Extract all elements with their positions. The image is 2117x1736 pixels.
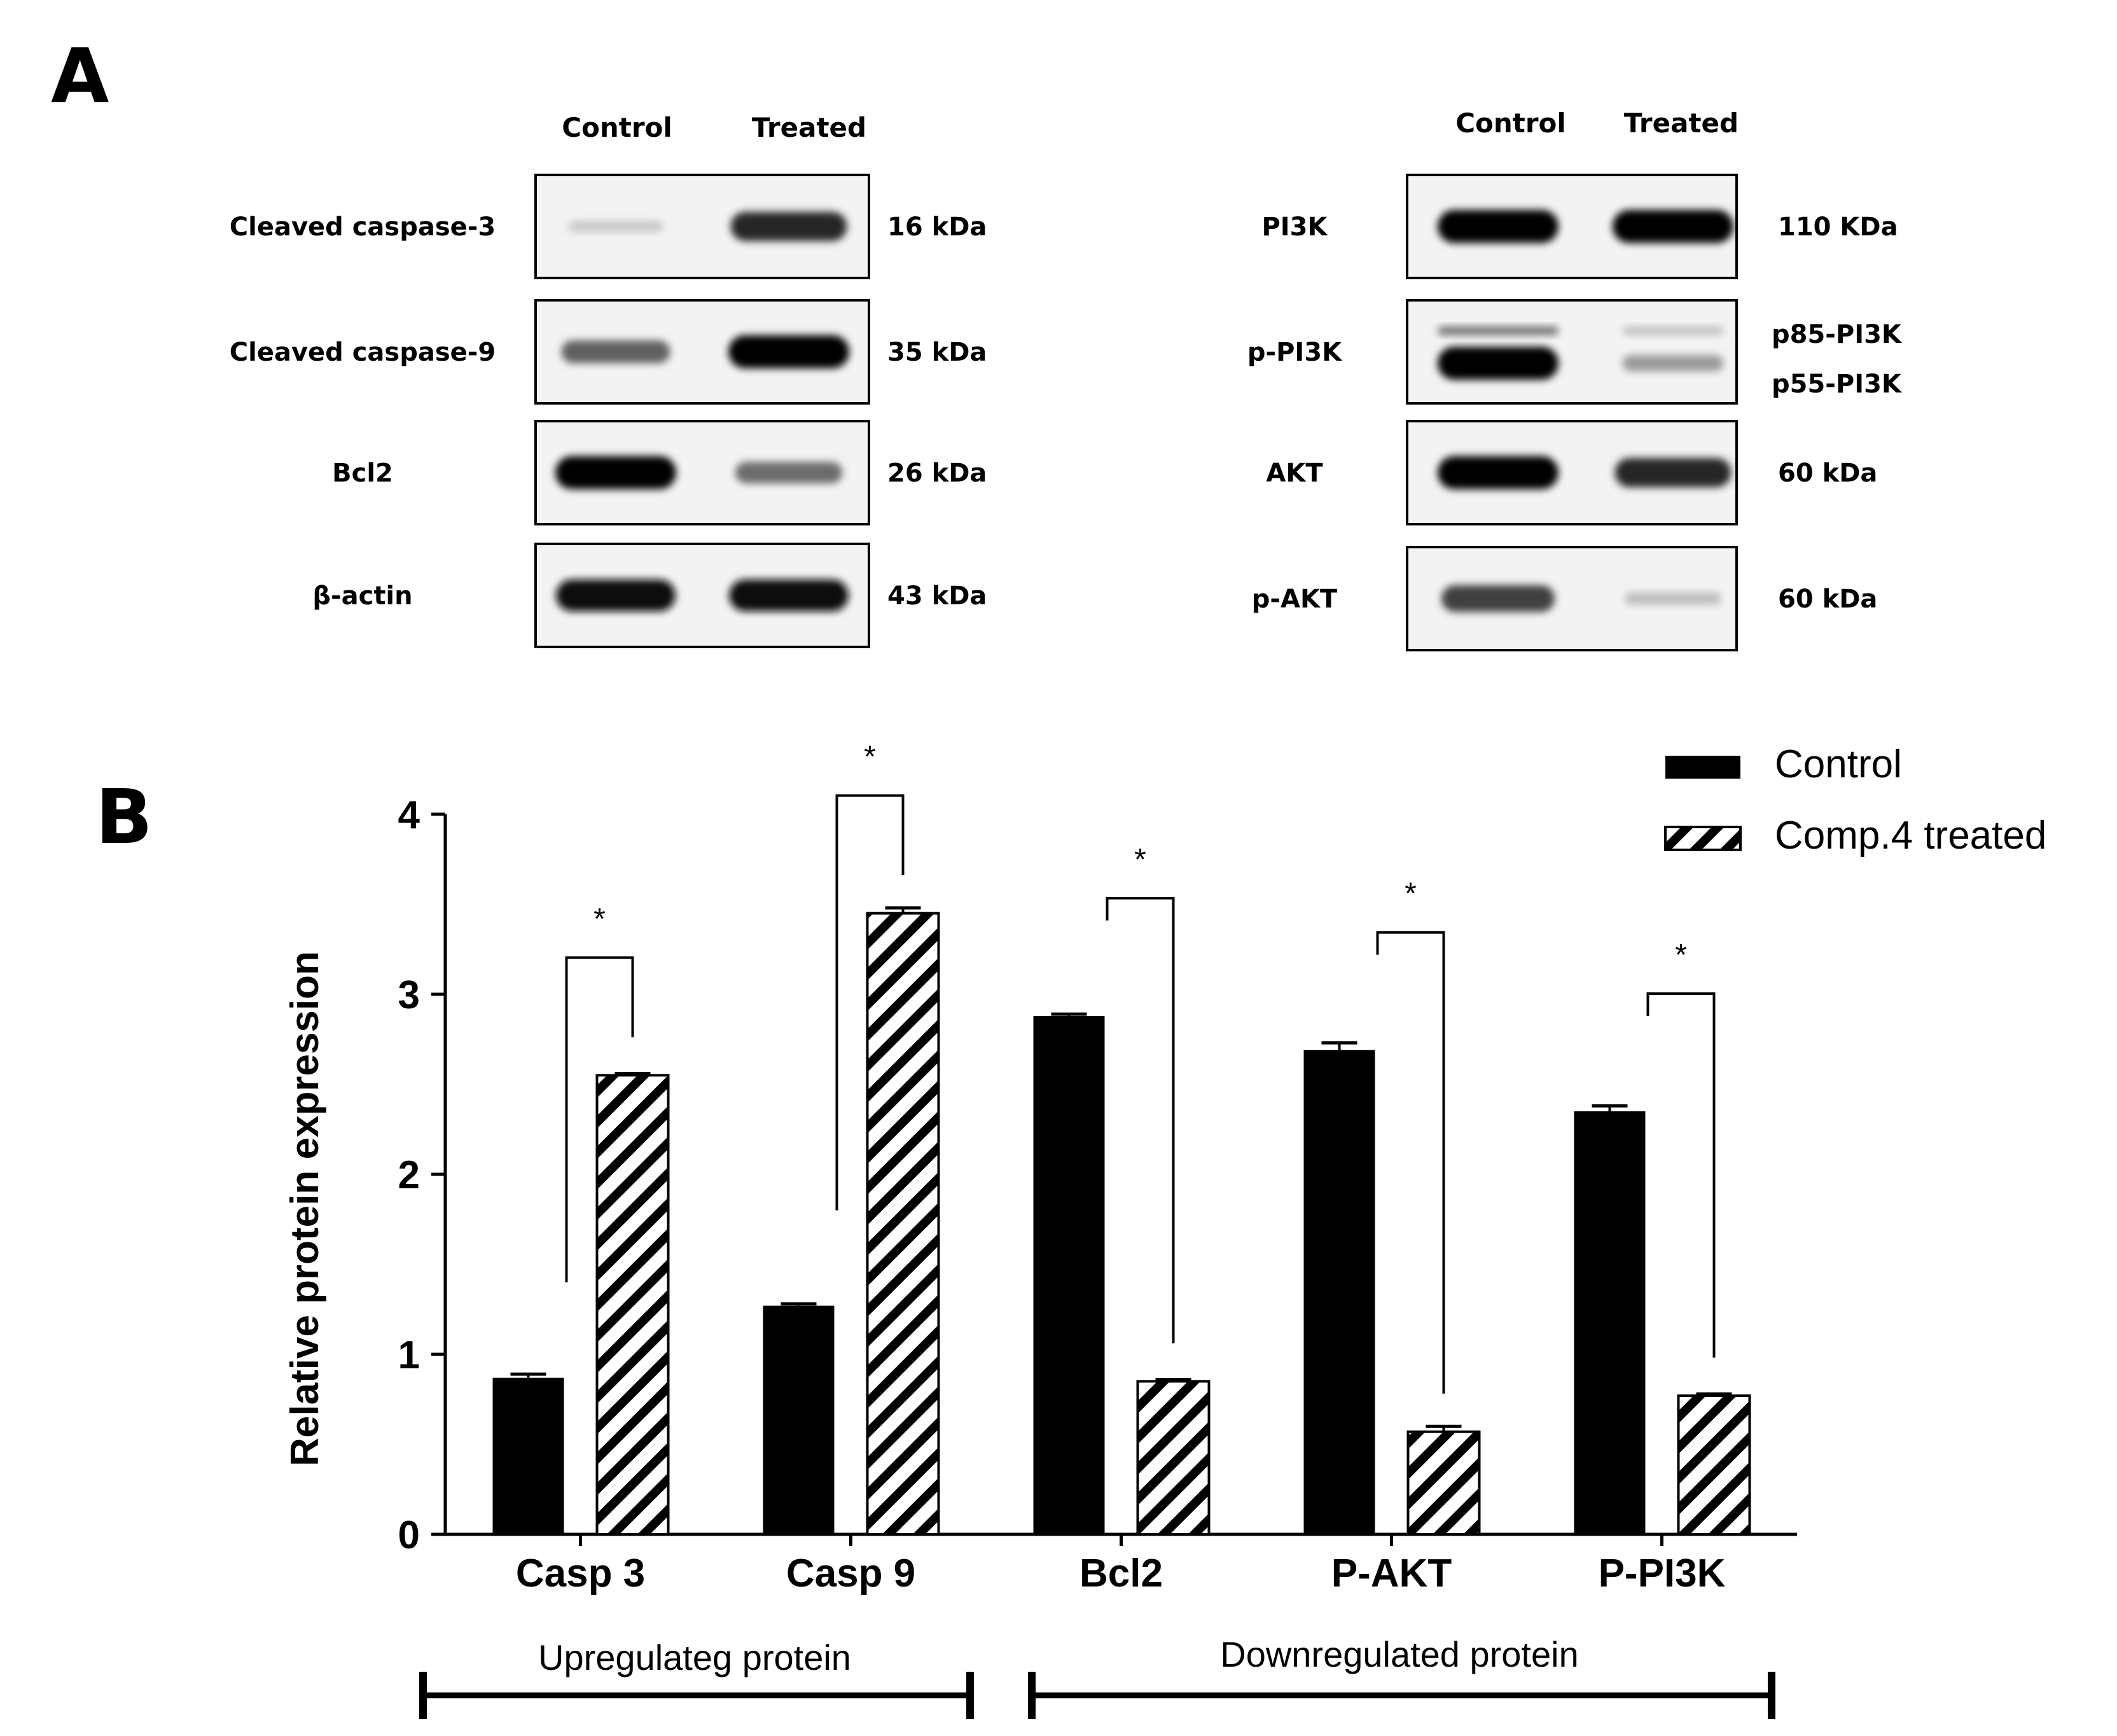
right-blot-row: PI3K 110 KDa <box>1261 174 1898 279</box>
left-blot-row: Cleaved caspase-3 16 kDa <box>230 174 987 279</box>
legend-label-control: Control <box>1775 742 1902 786</box>
bar-treated <box>595 1074 670 1536</box>
left-blot-kda-label: 43 kDa <box>887 581 987 611</box>
right-blot-band <box>1625 592 1721 605</box>
bar-treated <box>866 912 940 1536</box>
left-blot-kda-label: 35 kDa <box>887 338 987 367</box>
right-blot: Control Treated PI3K 110 KDa p-PI3K p85-PI3… <box>1247 108 1903 651</box>
significance-brackets: * * * * * <box>565 740 1716 1394</box>
right-blot-kda-label: 110 KDa <box>1778 212 1898 242</box>
right-blot-row: AKT 60 kDa <box>1266 420 1877 525</box>
panel-a-label: A <box>51 32 109 120</box>
right-blot-kda-label: 60 kDa <box>1778 585 1877 614</box>
left-blot-band <box>561 340 670 363</box>
right-blot-row: p-AKT 60 kDa <box>1252 546 1877 651</box>
bar-control <box>1574 1111 1646 1534</box>
significance-bracket: * <box>565 902 634 1282</box>
legend-label-treated: Comp.4 treated <box>1775 814 2046 858</box>
right-blot-band <box>1438 210 1558 243</box>
x-axis: Casp 3 Casp 9 Bcl2 P-AKT P-PI3K <box>445 1532 1797 1595</box>
right-lane-label-treated: Treated <box>1624 108 1739 139</box>
y-tick-label: 0 <box>398 1513 420 1557</box>
significance-star: * <box>593 902 606 936</box>
left-blot-row: Cleaved caspase-9 35 kDa <box>230 299 987 405</box>
right-blot-band <box>1438 347 1558 380</box>
right-blot-row: p-PI3K p85-PI3K p55-PI3K <box>1247 299 1903 405</box>
bar-control <box>1303 1050 1375 1534</box>
left-blot: Control Treated Cleaved caspase-3 16 kDaC… <box>230 112 987 648</box>
right-blot-protein-label: p-PI3K <box>1247 338 1343 367</box>
right-blot-protein-label: AKT <box>1266 459 1323 488</box>
significance-star: * <box>1405 877 1417 911</box>
group-label-downregulated: Downregulated protein <box>1220 1634 1578 1674</box>
panel-b-label: B <box>95 773 153 861</box>
y-axis-title: Relative protein expression <box>283 951 327 1466</box>
significance-star: * <box>1675 938 1687 972</box>
right-blot-band-upper <box>1438 326 1558 335</box>
right-blot-band <box>1622 355 1724 372</box>
significance-star: * <box>1134 843 1146 877</box>
right-blot-band <box>1613 210 1733 243</box>
x-tick-label: Casp 9 <box>786 1552 915 1595</box>
right-blot-subunit-label: p55-PI3K <box>1772 370 1903 399</box>
y-tick-label: 1 <box>398 1333 420 1377</box>
right-blot-protein-label: p-AKT <box>1252 585 1338 614</box>
legend-swatch-treated <box>1664 826 1742 851</box>
bar-control <box>763 1305 835 1534</box>
left-blot-protein-label: Bcl2 <box>332 459 393 488</box>
x-tick-label: P-PI3K <box>1599 1552 1726 1595</box>
left-blot-band <box>555 456 676 489</box>
right-blot-band-upper <box>1622 326 1724 335</box>
y-tick-label: 2 <box>398 1153 420 1197</box>
left-blot-protein-label: Cleaved caspase-9 <box>230 338 496 367</box>
x-tick-label: P-AKT <box>1331 1552 1452 1595</box>
left-blot-row: Bcl2 26 kDa <box>332 420 987 525</box>
right-blot-subunit-label: p85-PI3K <box>1772 320 1903 349</box>
y-tick-label: 4 <box>398 793 420 837</box>
significance-bracket: * <box>1376 877 1445 1394</box>
group-bracket-downregulated <box>1028 1672 1775 1719</box>
bar-chart: 0 1 2 3 4 Casp 3 Casp 9 Bcl2 P-AKT P-PI3K * * * ** … <box>283 740 1797 1595</box>
left-blot-band <box>568 221 663 232</box>
right-blot-kda-label: 60 kDa <box>1778 459 1877 488</box>
left-blot-band <box>735 462 843 483</box>
left-blot-band <box>556 580 676 611</box>
x-tick-label: Casp 3 <box>516 1552 645 1595</box>
left-blot-kda-label: 26 kDa <box>887 459 987 488</box>
bar-control <box>492 1377 564 1534</box>
group-bracket-upregulated <box>419 1672 974 1719</box>
left-blot-protein-label: β-actin <box>312 581 412 611</box>
right-blot-band <box>1614 458 1732 487</box>
group-brackets: Upregulateg protein Downregulated protei… <box>419 1634 1775 1719</box>
left-blot-band <box>730 212 847 241</box>
bars <box>492 906 1751 1536</box>
legend-swatch-control <box>1665 756 1740 779</box>
y-tick-label: 3 <box>398 973 420 1017</box>
right-blot-blot-frame <box>1406 299 1738 405</box>
left-blot-band <box>729 580 849 611</box>
bar-treated <box>1677 1394 1751 1536</box>
left-lane-label-control: Control <box>562 112 672 143</box>
left-blot-kda-label: 16 kDa <box>887 212 987 242</box>
significance-bracket: * <box>1106 843 1175 1344</box>
significance-bracket: * <box>835 740 905 1211</box>
bar-control <box>1033 1015 1105 1534</box>
y-axis: 0 1 2 3 4 <box>398 793 447 1557</box>
x-tick-label: Bcl2 <box>1079 1552 1163 1595</box>
left-blot-row: β-actin 43 kDa <box>312 543 987 648</box>
left-lane-label-treated: Treated <box>752 112 866 143</box>
bar-treated <box>1406 1430 1481 1536</box>
left-blot-band <box>728 335 849 368</box>
bar-treated <box>1136 1380 1211 1536</box>
significance-star: * <box>864 740 876 774</box>
right-lane-label-control: Control <box>1455 108 1566 139</box>
significance-bracket: * <box>1646 938 1716 1358</box>
legend: Control Comp.4 treated <box>1664 742 2046 858</box>
right-blot-band <box>1438 456 1558 489</box>
group-label-upregulated: Upregulateg protein <box>538 1637 851 1677</box>
right-blot-band <box>1441 585 1555 612</box>
right-blot-protein-label: PI3K <box>1261 212 1328 242</box>
left-blot-protein-label: Cleaved caspase-3 <box>230 212 496 242</box>
